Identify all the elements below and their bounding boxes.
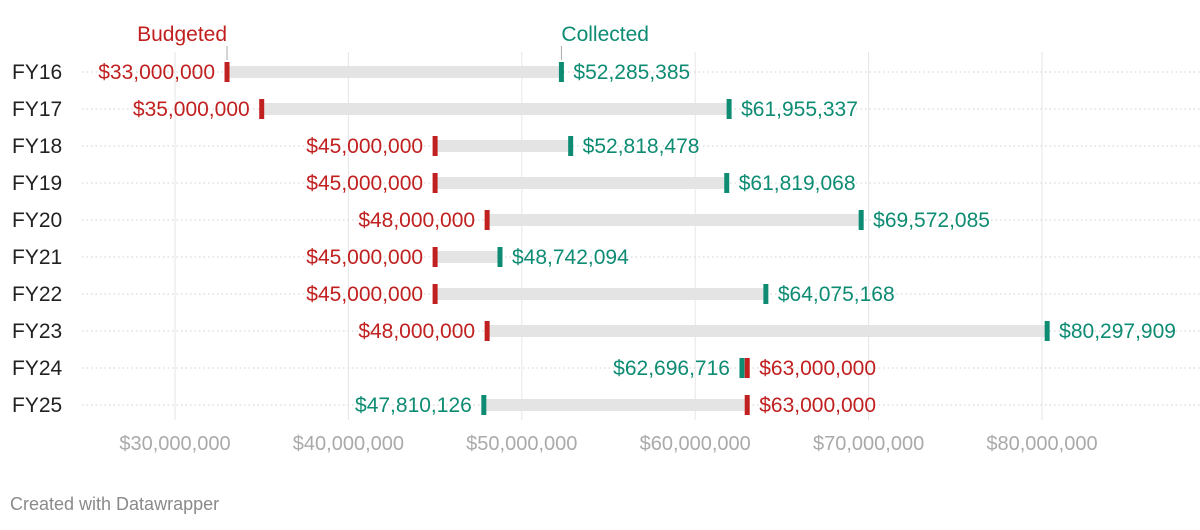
budgeted-value-label: $48,000,000 [358,320,475,343]
budgeted-marker [432,173,438,193]
collected-value-label: $80,297,909 [1059,320,1176,343]
collected-marker [1044,321,1050,341]
row-label: FY19 [12,172,62,195]
collected-marker [497,247,503,267]
budgeted-marker [224,62,230,82]
x-tick-label: $50,000,000 [466,433,577,455]
collected-marker [558,62,564,82]
x-tick-label: $40,000,000 [293,433,404,455]
budgeted-marker [432,247,438,267]
range-bar [227,66,562,78]
credit-footer: Created with Datawrapper [10,494,220,514]
budgeted-value-label: $45,000,000 [306,172,423,195]
budgeted-value-label: $45,000,000 [306,135,423,158]
legend-budgeted: Budgeted [137,23,227,46]
budgeted-marker [432,136,438,156]
range-bar [741,362,748,374]
budgeted-marker [744,395,750,415]
collected-value-label: $47,810,126 [355,394,472,417]
row-label: FY17 [12,98,62,121]
collected-marker [726,99,732,119]
budgeted-marker [484,321,490,341]
range-bar [435,140,571,152]
row-label: FY20 [12,209,62,232]
budgeted-value-label: $45,000,000 [306,246,423,269]
x-tick-label: $60,000,000 [640,433,751,455]
row-label: FY22 [12,283,62,306]
x-tick-label: $30,000,000 [119,433,230,455]
budgeted-value-label: $45,000,000 [306,283,423,306]
collected-value-label: $64,075,168 [778,283,895,306]
row-label: FY23 [12,320,62,343]
collected-value-label: $62,696,716 [613,357,730,380]
budgeted-value-label: $35,000,000 [133,98,250,121]
budgeted-value-label: $63,000,000 [759,357,876,380]
row-label: FY21 [12,246,62,269]
collected-marker [858,210,864,230]
collected-value-label: $48,742,094 [512,246,629,269]
collected-marker [739,358,745,378]
collected-value-label: $61,819,068 [739,172,856,195]
dumbbell-chart: $30,000,000 $40,000,000 $50,000,000 $60,000… [12,23,1200,455]
budgeted-marker [484,210,490,230]
row-label: FY25 [12,394,62,417]
budgeted-value-label: $48,000,000 [358,209,475,232]
budgeted-marker [432,284,438,304]
budgeted-marker [259,99,265,119]
x-tick-label: $70,000,000 [813,433,924,455]
range-bar [483,399,748,411]
range-bar [435,288,766,300]
collected-value-label: $61,955,337 [741,98,858,121]
row-label: FY18 [12,135,62,158]
collected-marker [763,284,769,304]
range-bar [487,325,1048,337]
range-bar [261,103,730,115]
collected-value-label: $52,818,478 [583,135,700,158]
range-bar [435,177,727,189]
collected-value-label: $52,285,385 [573,61,690,84]
legend-collected: Collected [561,23,649,46]
collected-value-label: $69,572,085 [873,209,990,232]
range-bar [487,214,862,226]
budgeted-value-label: $63,000,000 [759,394,876,417]
x-tick-label: $80,000,000 [986,433,1097,455]
budgeted-marker [744,358,750,378]
collected-marker [481,395,487,415]
collected-marker [724,173,730,193]
row-label: FY16 [12,61,62,84]
collected-marker [568,136,574,156]
row-label: FY24 [12,357,63,380]
range-bar [435,251,500,263]
budgeted-value-label: $33,000,000 [98,61,215,84]
